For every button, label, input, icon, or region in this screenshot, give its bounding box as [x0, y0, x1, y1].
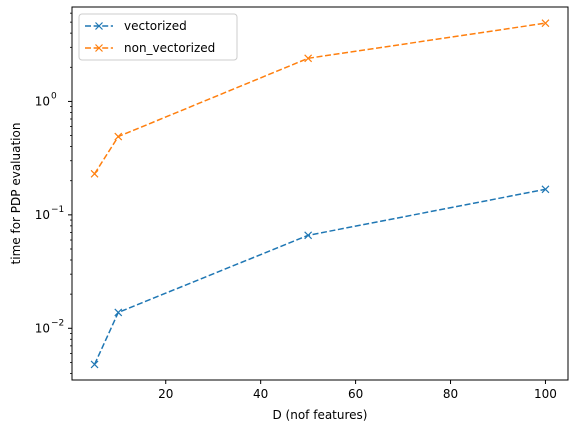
legend-label: non_vectorized [124, 41, 215, 55]
y-tick-label: 10 [35, 208, 50, 222]
marker-stroke [114, 308, 123, 317]
series-layer [90, 19, 550, 369]
plot-area [71, 6, 569, 381]
marker-stroke [114, 132, 123, 141]
data-point [304, 231, 313, 240]
legend-marker [95, 44, 103, 52]
data-point [114, 308, 123, 317]
y-tick-exponent: −1 [51, 205, 64, 215]
y-tick-label: 10 [35, 94, 50, 108]
legend-entry: non_vectorized [85, 41, 215, 55]
y-tick-label: 10 [35, 321, 50, 335]
legend-box [78, 13, 238, 61]
series-line-non_vectorized [93, 22, 546, 175]
data-point [541, 19, 550, 28]
marker-stroke [541, 19, 550, 28]
data-point [304, 54, 313, 63]
legend: vectorized non_vectorized [78, 13, 238, 61]
x-tick-label: 80 [443, 387, 458, 401]
plot-frame [71, 6, 569, 381]
legend-marker [95, 22, 103, 30]
y-axis-label: time for PDP evaluation [9, 123, 23, 265]
x-tick-label: 100 [534, 387, 557, 401]
x-axis: 20 40 60 80 100 [158, 380, 557, 401]
x-tick-label: 40 [253, 387, 268, 401]
series-line-vectorized [93, 188, 546, 365]
x-axis-label: D (nof features) [273, 408, 368, 422]
data-point [90, 169, 99, 178]
data-point [541, 185, 550, 194]
y-tick-exponent: −2 [51, 318, 64, 328]
y-tick-exponent: 0 [51, 91, 57, 101]
marker-stroke [90, 360, 99, 369]
marker-stroke [90, 169, 99, 178]
marker-stroke [304, 54, 313, 63]
legend-entry: vectorized [85, 19, 187, 33]
data-point [90, 360, 99, 369]
x-tick-label: 20 [158, 387, 173, 401]
marker-stroke [304, 231, 313, 240]
x-tick-label: 60 [348, 387, 363, 401]
legend-label: vectorized [124, 19, 187, 33]
data-point [114, 132, 123, 141]
marker-stroke [541, 185, 550, 194]
